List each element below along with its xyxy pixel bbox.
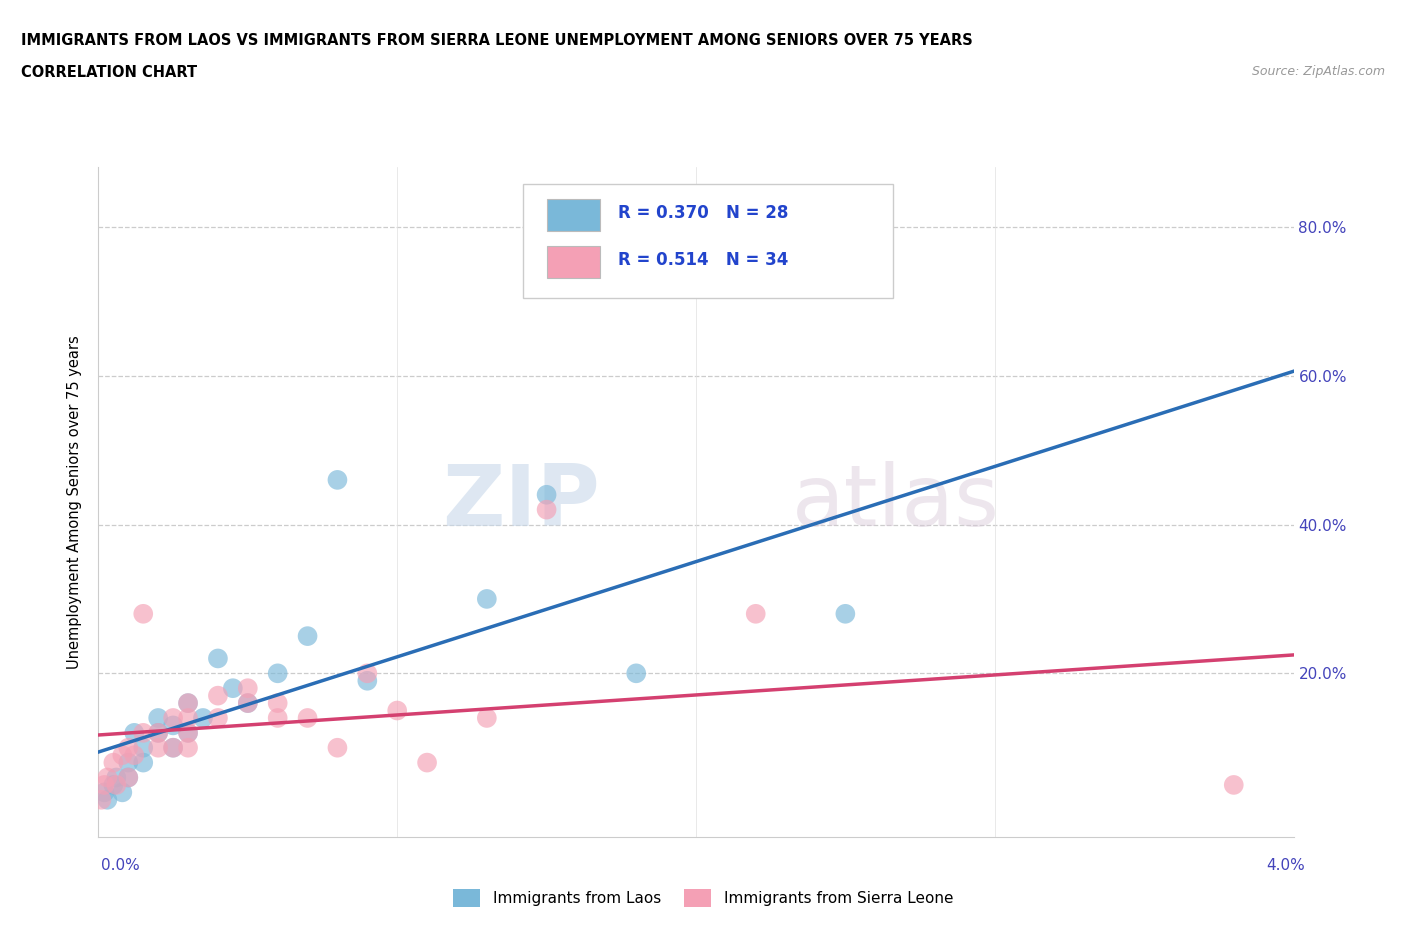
Text: R = 0.514   N = 34: R = 0.514 N = 34	[619, 251, 789, 269]
Point	[267, 696, 290, 711]
Point	[148, 711, 170, 725]
Point	[236, 681, 259, 696]
Point	[105, 777, 128, 792]
Point	[117, 770, 139, 785]
Point	[1222, 777, 1246, 792]
Point	[93, 777, 115, 792]
Point	[96, 792, 118, 807]
Point	[148, 740, 170, 755]
Point	[356, 673, 378, 688]
Point	[162, 740, 184, 755]
Point	[236, 696, 259, 711]
Point	[191, 711, 214, 725]
Text: atlas: atlas	[792, 460, 1000, 544]
Point	[326, 740, 349, 755]
Point	[177, 725, 200, 740]
Point	[834, 606, 856, 621]
Text: ZIP: ZIP	[443, 460, 600, 544]
Point	[93, 785, 115, 800]
Point	[745, 606, 768, 621]
Point	[536, 502, 558, 517]
Point	[536, 487, 558, 502]
Point	[124, 725, 146, 740]
Text: IMMIGRANTS FROM LAOS VS IMMIGRANTS FROM SIERRA LEONE UNEMPLOYMENT AMONG SENIORS : IMMIGRANTS FROM LAOS VS IMMIGRANTS FROM …	[21, 33, 973, 47]
Point	[148, 725, 170, 740]
Point	[162, 711, 184, 725]
FancyBboxPatch shape	[523, 184, 893, 298]
Point	[177, 725, 200, 740]
Point	[177, 696, 200, 711]
Point	[385, 703, 409, 718]
FancyBboxPatch shape	[547, 199, 600, 231]
Point	[162, 740, 184, 755]
Point	[111, 748, 134, 763]
Point	[105, 770, 128, 785]
Point	[207, 711, 229, 725]
Text: R = 0.370   N = 28: R = 0.370 N = 28	[619, 204, 789, 222]
Point	[475, 711, 498, 725]
Point	[207, 688, 229, 703]
Point	[117, 755, 139, 770]
Point	[117, 770, 139, 785]
Point	[207, 651, 229, 666]
Point	[624, 666, 647, 681]
Point	[416, 755, 439, 770]
Point	[297, 711, 319, 725]
Point	[177, 740, 200, 755]
Point	[103, 777, 125, 792]
Point	[90, 792, 112, 807]
Point	[103, 755, 125, 770]
Point	[177, 711, 200, 725]
Point	[356, 666, 378, 681]
Point	[267, 711, 290, 725]
Point	[132, 606, 155, 621]
Point	[222, 681, 245, 696]
Y-axis label: Unemployment Among Seniors over 75 years: Unemployment Among Seniors over 75 years	[67, 336, 83, 669]
Point	[297, 629, 319, 644]
Point	[111, 785, 134, 800]
FancyBboxPatch shape	[547, 246, 600, 278]
Point	[96, 770, 118, 785]
Text: Source: ZipAtlas.com: Source: ZipAtlas.com	[1251, 65, 1385, 78]
Point	[177, 696, 200, 711]
Point	[267, 666, 290, 681]
Point	[475, 591, 498, 606]
Point	[148, 725, 170, 740]
Point	[132, 755, 155, 770]
Text: 0.0%: 0.0%	[101, 857, 141, 872]
Point	[124, 748, 146, 763]
Point	[162, 718, 184, 733]
Point	[236, 696, 259, 711]
Legend: Immigrants from Laos, Immigrants from Sierra Leone: Immigrants from Laos, Immigrants from Si…	[447, 884, 959, 913]
Point	[117, 740, 139, 755]
Point	[326, 472, 349, 487]
Text: 4.0%: 4.0%	[1265, 857, 1305, 872]
Point	[132, 740, 155, 755]
Text: CORRELATION CHART: CORRELATION CHART	[21, 65, 197, 80]
Point	[132, 725, 155, 740]
